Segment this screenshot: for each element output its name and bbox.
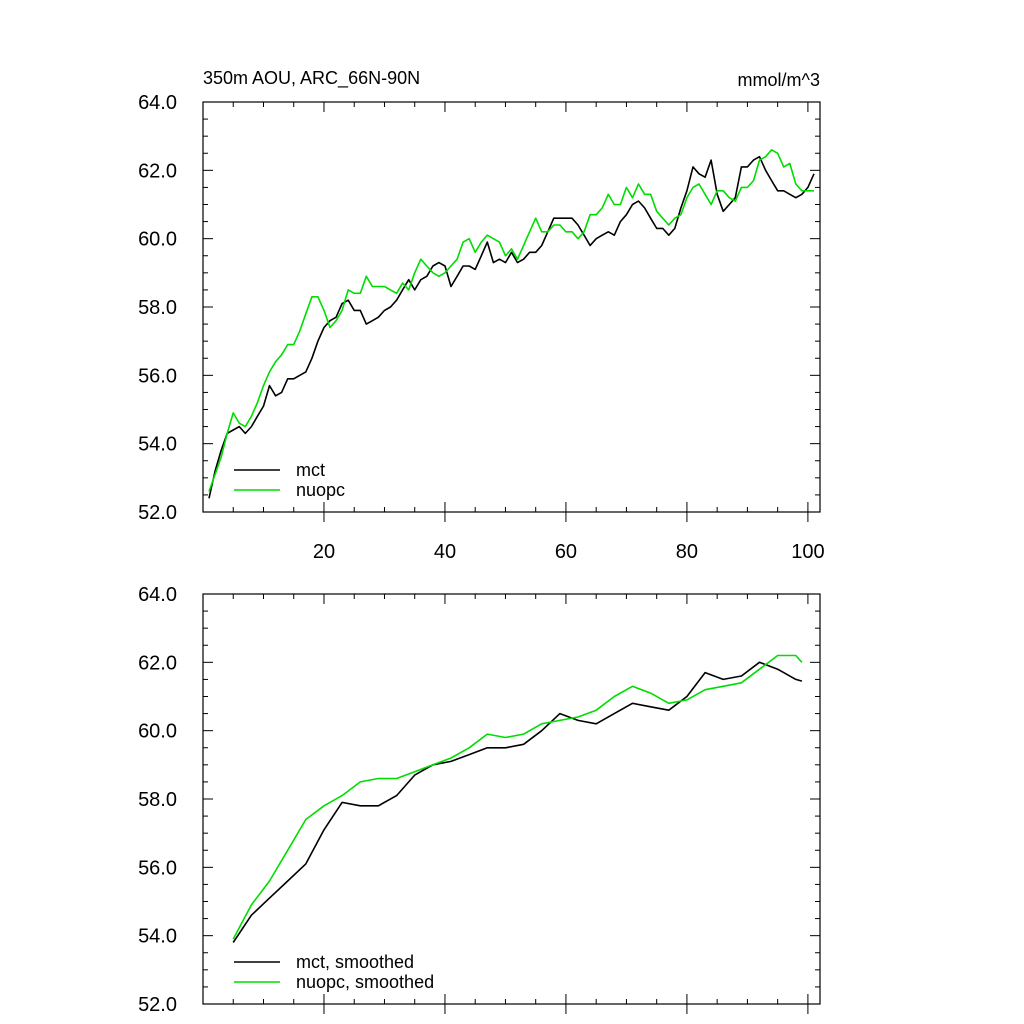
y-tick-label: 62.0 (138, 160, 177, 182)
y-tick-label: 56.0 (138, 857, 177, 879)
y-tick-label: 60.0 (138, 229, 177, 251)
x-tick-label: 60 (555, 541, 577, 563)
bottom-plot-frame (202, 593, 821, 1005)
units-label: mmol/m^3 (738, 70, 820, 90)
bottom-panel: 52.0 54.0 56.0 58.0 60.0 62.0 64.0 mct, smoothe… (138, 584, 821, 1016)
y-tick-label: 54.0 (138, 434, 177, 456)
y-tick-label: 62.0 (138, 652, 177, 674)
x-tick-label: 40 (434, 541, 456, 563)
series-line-nuopc (208, 149, 814, 492)
series-line-nuopc-smoothed (232, 654, 803, 940)
y-tick-label: 58.0 (138, 297, 177, 319)
legend-label: mct, smoothed (296, 952, 414, 972)
series-line-mct-smoothed (232, 661, 803, 943)
x-tick-label: 20 (313, 541, 335, 563)
top-plot-frame (202, 101, 821, 513)
y-tick-label: 64.0 (138, 584, 177, 606)
y-tick-label: 52.0 (138, 502, 177, 524)
y-tick-label: 64.0 (138, 92, 177, 114)
top-panel: 350m AOU, ARC_66N-90N mmol/m^3 52.0 54.0 5… (138, 68, 825, 563)
series-line-mct (208, 155, 815, 499)
y-tick-label: 60.0 (138, 721, 177, 743)
legend-label: nuopc (296, 480, 345, 500)
y-tick-label: 56.0 (138, 365, 177, 387)
y-tick-label: 52.0 (138, 994, 177, 1016)
x-tick-label: 80 (676, 541, 698, 563)
legend-label: nuopc, smoothed (296, 972, 434, 992)
y-tick-label: 54.0 (138, 926, 177, 948)
chart-title: 350m AOU, ARC_66N-90N (203, 68, 420, 89)
x-tick-label: 100 (791, 541, 824, 563)
legend-label: mct (296, 460, 325, 480)
y-tick-label: 58.0 (138, 789, 177, 811)
